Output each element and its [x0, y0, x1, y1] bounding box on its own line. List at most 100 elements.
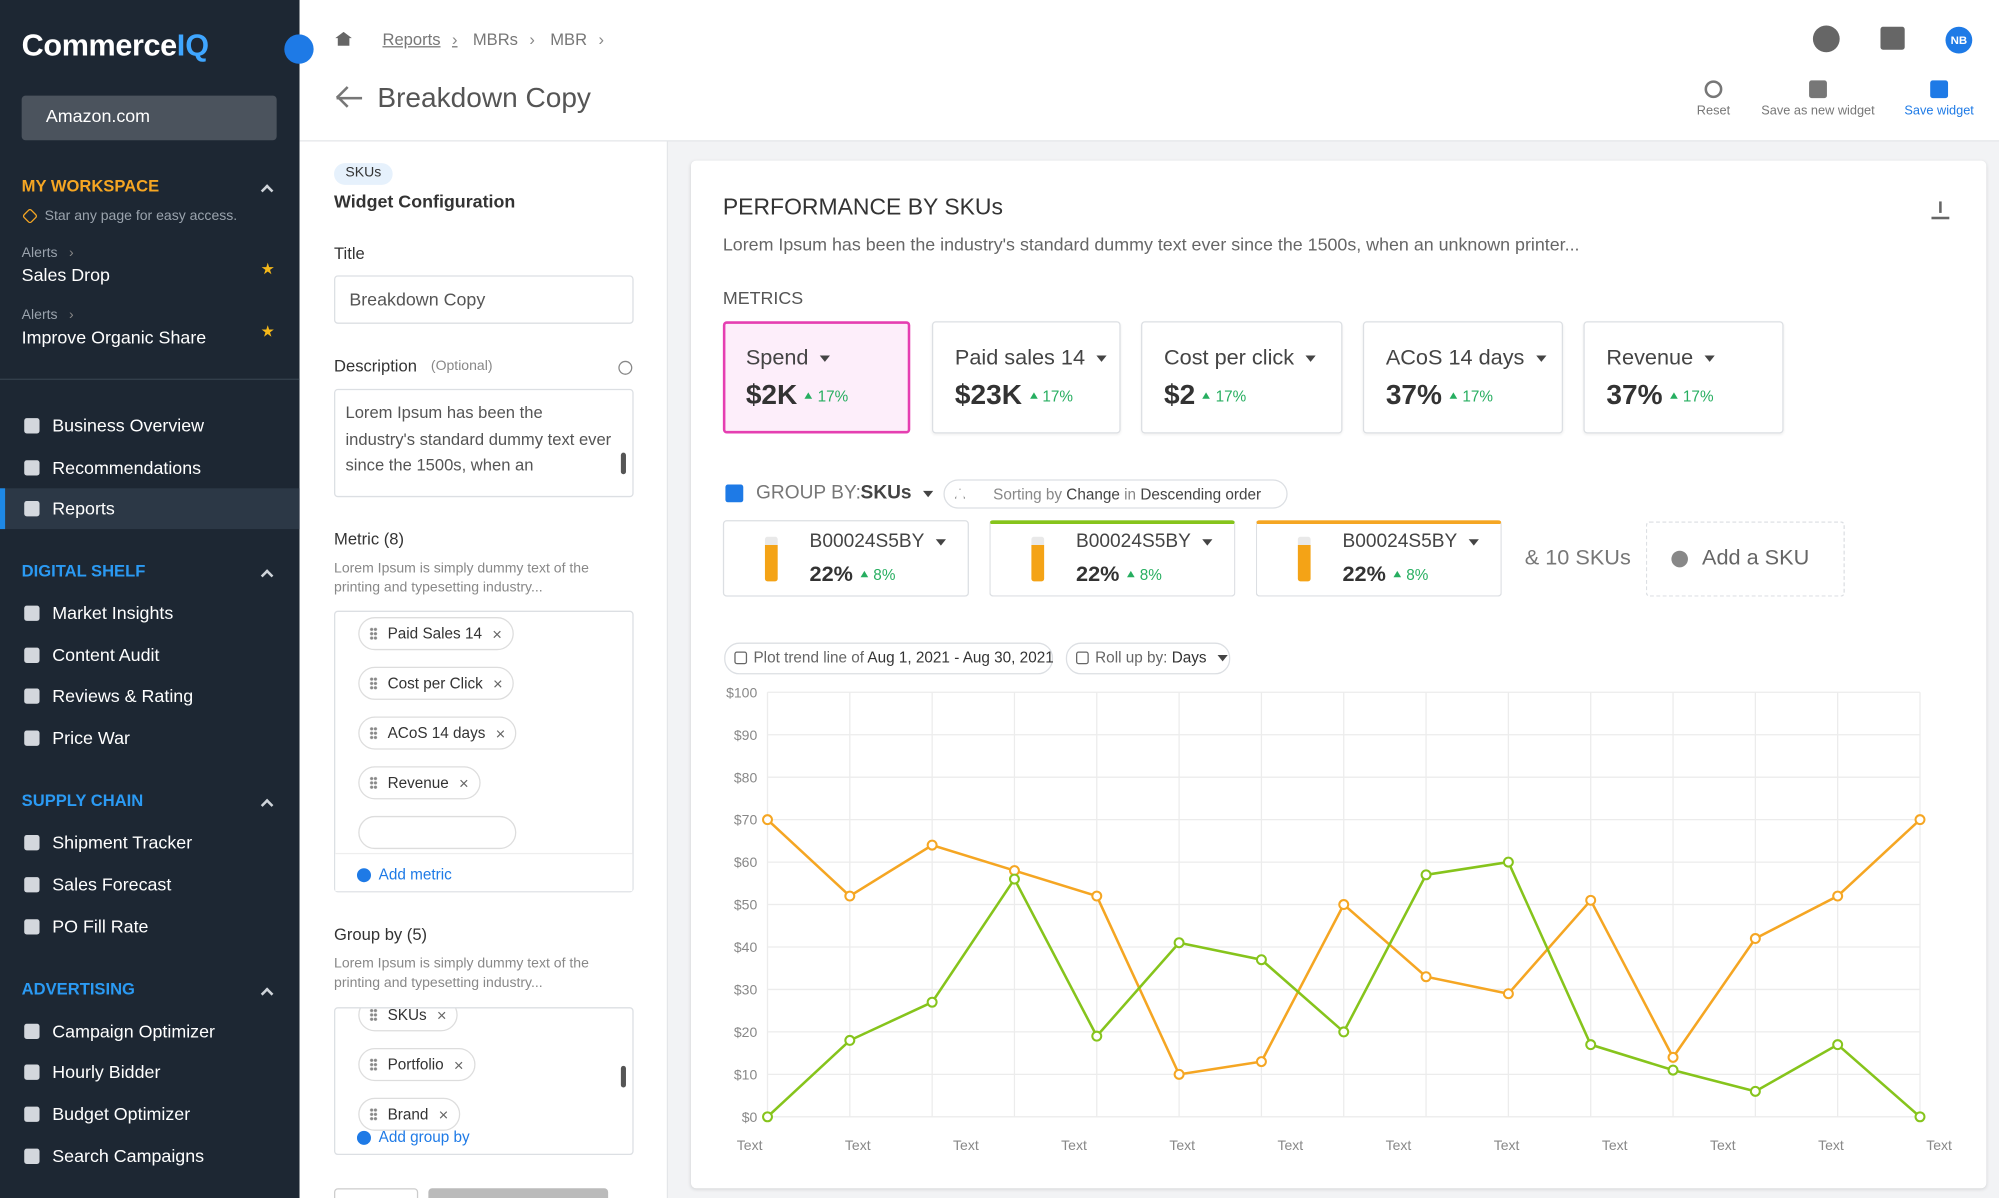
metric-name[interactable]: Revenue — [1606, 345, 1714, 371]
nav-item[interactable]: Content Audit — [52, 644, 160, 665]
breadcrumb[interactable]: Reports — [382, 30, 457, 50]
pill-part: Days — [1172, 649, 1229, 667]
metric-name[interactable]: Cost per click — [1164, 345, 1316, 371]
sort-pill[interactable] — [943, 479, 1288, 509]
star-filled — [261, 325, 274, 337]
x-tick-label: Text — [1494, 1137, 1520, 1153]
pill-icon — [734, 651, 748, 665]
trend-toggle[interactable] — [724, 642, 1054, 675]
sort-text: Sorting by Change in Descending order — [993, 485, 1261, 503]
sku-id[interactable]: B00024S5BY — [1076, 530, 1213, 553]
chip[interactable]: Revenue — [358, 766, 481, 800]
section-title: MY WORKSPACE — [21, 176, 160, 196]
nav-item[interactable]: Hourly Bidder — [52, 1061, 161, 1083]
field-optional: (Optional) — [430, 358, 493, 375]
nav-item[interactable]: Price War — [52, 727, 130, 748]
retailer-label[interactable]: Amazon.com — [45, 105, 151, 126]
nav-item[interactable]: Budget Optimizer — [52, 1103, 191, 1124]
action-label[interactable]: Save as new widget — [1761, 104, 1875, 119]
action-icon[interactable] — [1704, 80, 1723, 99]
pinned-link[interactable]: Sales Drop — [21, 264, 110, 286]
nav-item[interactable]: Reports — [52, 498, 115, 519]
pinned-parent[interactable]: Alerts — [22, 308, 74, 325]
x-tick-label: Text — [1386, 1137, 1412, 1153]
chip[interactable]: Brand — [358, 1097, 460, 1131]
nav-item[interactable]: Market Insights — [52, 602, 174, 623]
nav-item[interactable]: Shipment Tracker — [52, 832, 193, 853]
add-sku-label[interactable]: Add a SKU — [1701, 545, 1810, 570]
chip[interactable]: Cost per Click — [358, 666, 515, 700]
metric-card[interactable] — [1583, 321, 1784, 434]
nav-item[interactable]: Sales Forecast — [52, 873, 172, 895]
point — [926, 839, 938, 851]
pinned-parent[interactable]: Alerts — [22, 245, 74, 262]
add-link[interactable]: Add group by — [378, 1128, 470, 1146]
nav-item[interactable]: PO Fill Rate — [52, 915, 149, 936]
back-arrow — [336, 96, 363, 100]
action-label[interactable]: Reset — [1696, 104, 1731, 119]
y-tick-label: $40 — [734, 939, 758, 955]
alert-icon[interactable] — [1880, 26, 1905, 50]
rollup-select[interactable] — [1065, 642, 1231, 675]
breadcrumb[interactable]: MBRs — [473, 30, 535, 50]
chip[interactable]: SKUs — [358, 1008, 459, 1032]
chip[interactable]: ACoS 14 days — [358, 716, 517, 750]
metric-name[interactable]: ACoS 14 days — [1386, 345, 1546, 371]
description-input[interactable] — [334, 388, 634, 498]
nav-item[interactable]: Business Overview — [52, 415, 205, 436]
action-icon[interactable] — [1809, 80, 1827, 99]
chip[interactable]: Paid Sales 14 — [358, 617, 514, 651]
point — [1091, 1030, 1103, 1042]
pill-part: Roll up by: — [1095, 648, 1168, 667]
add-sku[interactable] — [1645, 521, 1845, 597]
breadcrumb[interactable]: MBR — [550, 30, 604, 50]
hint: Lorem Ipsum is simply dummy text of the … — [334, 956, 589, 991]
apply-button[interactable] — [428, 1188, 609, 1198]
sku-card[interactable] — [989, 520, 1236, 597]
add-link[interactable]: Add metric — [378, 865, 452, 884]
chip-list: SpendPaid Sales 14Cost per ClickACoS 14 … — [334, 610, 634, 893]
chip[interactable]: Portfolio — [358, 1047, 476, 1082]
nav-icon — [24, 1064, 40, 1081]
x-tick-label: Text — [1926, 1137, 1952, 1153]
nav-item[interactable]: Search Campaigns — [52, 1145, 205, 1166]
point — [1914, 1111, 1926, 1123]
metric-card[interactable] — [722, 321, 911, 434]
checkbox[interactable] — [725, 484, 744, 503]
list-footer — [335, 852, 633, 892]
more-skus[interactable]: & 10 SKUs — [1524, 545, 1631, 570]
nav-item[interactable]: Reviews & Rating — [52, 685, 194, 707]
title-input[interactable] — [334, 275, 634, 324]
metric-card[interactable] — [931, 321, 1121, 434]
nav-active-bar — [0, 488, 6, 530]
metric-card[interactable] — [1362, 321, 1564, 434]
point — [1173, 1068, 1185, 1080]
group-by-value[interactable]: SKUs — [861, 482, 934, 505]
retailer-select[interactable] — [21, 95, 277, 141]
action-icon[interactable] — [1930, 80, 1949, 99]
point — [1091, 890, 1103, 902]
avatar-initials: NB — [1950, 33, 1968, 47]
avatar[interactable] — [1945, 26, 1973, 54]
cancel-button[interactable] — [334, 1188, 419, 1198]
nav-item[interactable]: Campaign Optimizer — [52, 1020, 215, 1041]
pinned-link[interactable]: Improve Organic Share — [21, 327, 207, 348]
help-icon[interactable] — [1812, 25, 1840, 53]
x-tick-label: Text — [1602, 1137, 1628, 1153]
metric-value: 37% — [1606, 378, 1663, 411]
metric-name[interactable]: Spend — [746, 345, 830, 371]
sku-id[interactable]: B00024S5BY — [1342, 530, 1479, 553]
collapse-button[interactable] — [284, 34, 314, 64]
metric-name[interactable]: Paid sales 14 — [955, 345, 1107, 371]
download-icon[interactable] — [1931, 201, 1950, 220]
y-tick-label: $10 — [734, 1066, 758, 1082]
field-label: Group by (5) — [334, 924, 428, 944]
section-title: SUPPLY CHAIN — [21, 790, 144, 810]
page-title: Breakdown Copy — [377, 81, 591, 114]
sku-card[interactable] — [1255, 520, 1502, 597]
nav-item[interactable]: Recommendations — [52, 456, 202, 478]
sku-card[interactable] — [722, 520, 969, 597]
metric-card[interactable] — [1141, 321, 1343, 434]
sku-id[interactable]: B00024S5BY — [810, 530, 947, 553]
action-label[interactable]: Save widget — [1904, 104, 1974, 119]
